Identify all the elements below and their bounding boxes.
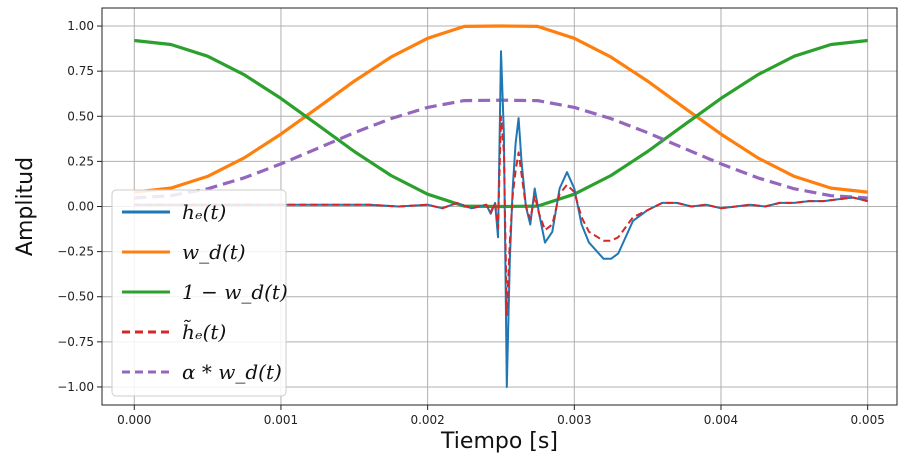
x-tick-label: 0.004 xyxy=(704,413,738,427)
x-tick-label: 0.002 xyxy=(410,413,444,427)
series-line-3 xyxy=(134,115,868,316)
y-tick-label: 0.50 xyxy=(67,109,94,123)
legend-entry-label: h̃ₑ(t) xyxy=(182,320,226,344)
series-layer xyxy=(134,24,868,388)
series-line-2 xyxy=(134,38,868,209)
x-ticks: 0.000 0.001 0.002 0.003 0.004 0.005 xyxy=(117,405,885,427)
y-tick-label: −0.75 xyxy=(57,335,94,349)
y-tick-label: 0.00 xyxy=(67,200,94,214)
y-axis-label: Amplitud xyxy=(13,157,38,256)
y-tick-label: −0.50 xyxy=(57,290,94,304)
y-tick-label: 1.00 xyxy=(67,19,94,33)
legend-entry-label: w_d(t) xyxy=(182,240,246,264)
y-tick-label: 0.75 xyxy=(67,64,94,78)
legend: hₑ(t) w_d(t) 1 − w_d(t) h̃ₑ(t) α * w_d(t) xyxy=(111,189,288,397)
legend-entry-label: 1 − w_d(t) xyxy=(182,280,288,304)
x-tick-label: 0.001 xyxy=(264,413,298,427)
legend-entry-label: hₑ(t) xyxy=(182,200,226,224)
y-tick-label: 0.25 xyxy=(67,154,94,168)
x-axis-label: Tiempo [s] xyxy=(440,429,558,454)
y-ticks: 1.00 0.75 0.50 0.25 0.00 −0.25 −0.50 −0.75 −1.00 xyxy=(57,19,102,394)
y-tick-label: −0.25 xyxy=(57,245,94,259)
series-line-1 xyxy=(134,24,868,194)
y-tick-label: −1.00 xyxy=(57,380,94,394)
legend-box xyxy=(111,189,287,397)
x-tick-label: 0.003 xyxy=(557,413,591,427)
x-tick-label: 0.005 xyxy=(850,413,884,427)
x-tick-label: 0.000 xyxy=(117,413,151,427)
legend-entry-label: α * w_d(t) xyxy=(182,360,282,384)
